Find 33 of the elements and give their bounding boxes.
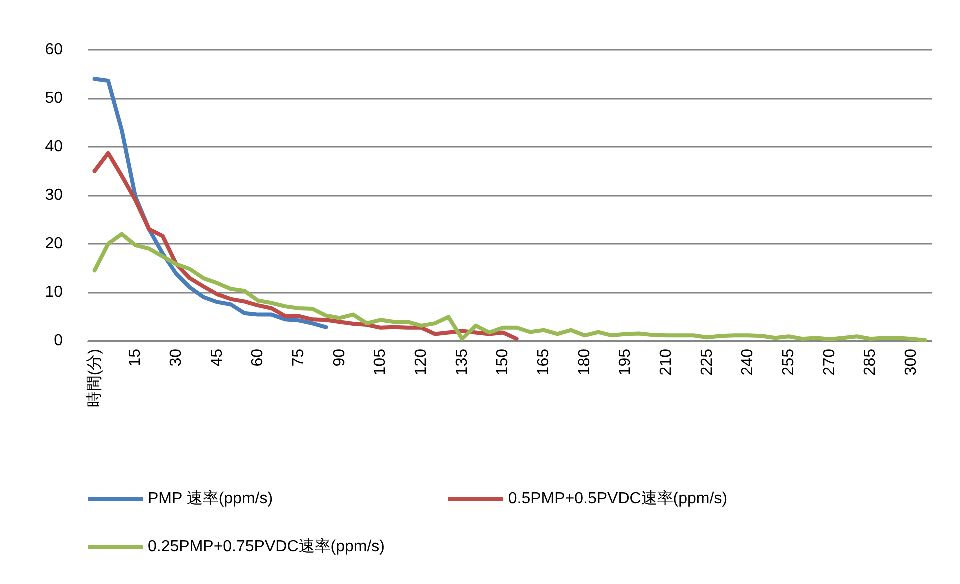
- x-tick-label: 255: [780, 348, 798, 376]
- x-tick-label: 225: [698, 348, 716, 376]
- x-tick-label: 135: [454, 348, 471, 376]
- x-tick-label: 180: [576, 348, 594, 376]
- x-tick-label: 195: [617, 348, 634, 376]
- x-tick-label: 165: [536, 348, 553, 376]
- x-tick-label: 210: [658, 348, 676, 376]
- y-tick-label: 10: [45, 284, 64, 301]
- x-tick-label: 300: [903, 348, 920, 376]
- y-tick-label: 40: [45, 138, 64, 156]
- x-tick-label: 105: [372, 348, 390, 376]
- legend-label: 0.25PMP+0.75PVDC速率(ppm/s): [148, 538, 385, 556]
- legend-label: PMP 速率(ppm/s): [148, 490, 274, 508]
- x-tick-label: 時間(分): [85, 349, 104, 408]
- y-tick-label: 20: [45, 236, 64, 252]
- y-tick-label: 0: [54, 332, 64, 350]
- legend-label: 0.5PMP+0.5PVDC速率(ppm/s): [508, 490, 728, 508]
- x-tick-label: 30: [168, 348, 185, 367]
- x-tick-label: 45: [208, 348, 226, 367]
- x-tick-label: 285: [862, 348, 880, 376]
- x-tick-label: 240: [740, 348, 757, 376]
- x-tick-label: 75: [290, 348, 308, 367]
- x-tick-label: 60: [250, 348, 267, 367]
- x-tick-label: 120: [413, 348, 430, 376]
- x-tick-label: 15: [127, 348, 144, 367]
- x-tick-label: 150: [494, 348, 512, 376]
- y-tick-label: 60: [45, 42, 64, 58]
- x-tick-label: 90: [331, 348, 348, 367]
- y-tick-label: 30: [45, 187, 64, 204]
- line-series: [92, 151, 519, 342]
- y-tick-label: 50: [45, 90, 64, 107]
- line-series: [92, 232, 928, 343]
- x-tick-label: 270: [821, 348, 838, 376]
